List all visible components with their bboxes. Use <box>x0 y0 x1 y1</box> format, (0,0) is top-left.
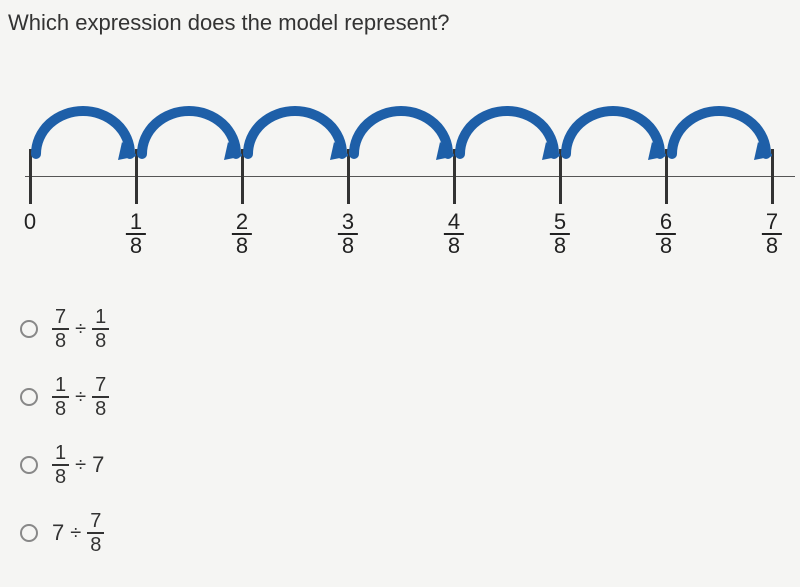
question-text: Which expression does the model represen… <box>0 0 800 56</box>
radio-button[interactable] <box>20 388 38 406</box>
answer-options: 78÷18 18÷78 18÷7 7÷78 <box>0 306 800 556</box>
tick-label: 0 <box>24 211 36 233</box>
tick-label: 18 <box>126 211 146 257</box>
jump-arc <box>560 104 666 164</box>
option-expression: 18÷78 <box>52 374 109 420</box>
jump-arc <box>136 104 242 164</box>
tick-label: 38 <box>338 211 358 257</box>
jump-arc <box>666 104 772 164</box>
answer-option[interactable]: 18÷7 <box>20 442 800 488</box>
tick-label: 68 <box>656 211 676 257</box>
answer-option[interactable]: 78÷18 <box>20 306 800 352</box>
jump-arc <box>348 104 454 164</box>
radio-button[interactable] <box>20 524 38 542</box>
radio-button[interactable] <box>20 320 38 338</box>
jump-arc <box>30 104 136 164</box>
jump-arc <box>242 104 348 164</box>
answer-option[interactable]: 7÷78 <box>20 510 800 556</box>
option-expression: 18÷7 <box>52 442 104 488</box>
number-line: 0 18 28 38 48 58 68 78 <box>0 86 800 266</box>
tick-label: 58 <box>550 211 570 257</box>
answer-option[interactable]: 18÷78 <box>20 374 800 420</box>
radio-button[interactable] <box>20 456 38 474</box>
axis-line <box>25 176 795 177</box>
option-expression: 7÷78 <box>52 510 104 556</box>
tick-label: 48 <box>444 211 464 257</box>
jump-arc <box>454 104 560 164</box>
tick-label: 28 <box>232 211 252 257</box>
option-expression: 78÷18 <box>52 306 109 352</box>
tick-label: 78 <box>762 211 782 257</box>
